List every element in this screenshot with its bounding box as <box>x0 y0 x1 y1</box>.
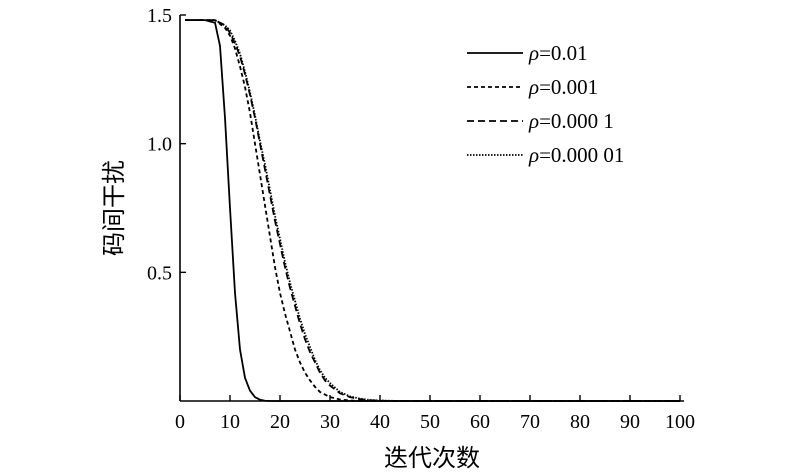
legend-value: =0.000 1 <box>539 109 614 133</box>
x-tick-label: 40 <box>370 411 390 433</box>
x-tick-label: 100 <box>665 411 695 433</box>
x-tick-label: 60 <box>470 411 490 433</box>
legend-symbol: ρ <box>528 41 539 65</box>
y-tick-label: 1.0 <box>147 134 172 156</box>
y-tick-label: 0.5 <box>147 262 172 284</box>
series-line-2 <box>185 19 680 402</box>
legend-value: =0.000 01 <box>539 143 624 167</box>
legend-symbol: ρ <box>528 143 539 167</box>
legend-value: =0.001 <box>539 75 598 99</box>
x-tick-label: 90 <box>620 411 640 433</box>
x-tick-label: 70 <box>520 411 540 433</box>
x-tick-label: 80 <box>570 411 590 433</box>
legend-label-2: ρ=0.001 <box>528 75 598 99</box>
legend-symbol: ρ <box>528 109 539 133</box>
legend-label-3: ρ=0.000 1 <box>528 109 614 133</box>
x-axis-title: 迭代次数 <box>384 444 480 472</box>
legend-label-1: ρ=0.01 <box>528 41 588 65</box>
axes <box>179 15 684 402</box>
series-line-3 <box>185 19 680 402</box>
legend-value: =0.01 <box>539 41 588 65</box>
series-line-1 <box>185 19 680 402</box>
y-tick-label: 1.5 <box>147 5 172 27</box>
series-group <box>185 19 680 402</box>
legend-label-4: ρ=0.000 01 <box>528 143 624 167</box>
x-tick-label: 20 <box>270 411 290 433</box>
y-axis-title: 码间干扰 <box>100 160 128 256</box>
series-line-4 <box>185 19 680 402</box>
x-tick-label: 10 <box>220 411 240 433</box>
y-ticks: 0.5 1.0 1.5 <box>147 5 186 284</box>
x-tick-label: 30 <box>320 411 340 433</box>
legend-symbol: ρ <box>528 75 539 99</box>
x-tick-label: 0 <box>175 411 185 433</box>
x-tick-label: 50 <box>420 411 440 433</box>
x-ticks: 0 10 20 30 40 50 60 70 80 90 100 <box>175 395 695 433</box>
